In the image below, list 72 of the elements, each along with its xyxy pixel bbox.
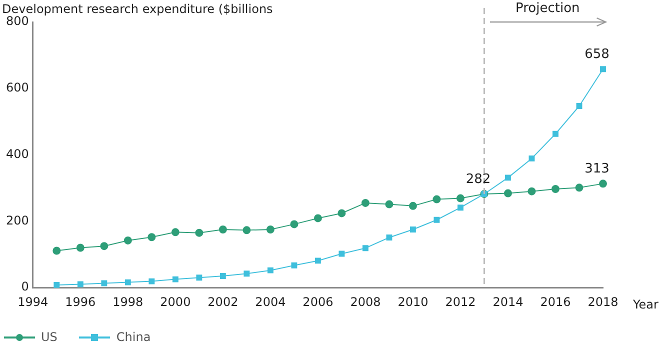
point bbox=[386, 234, 392, 240]
point bbox=[100, 242, 108, 250]
data-label: 282 bbox=[466, 172, 491, 187]
point bbox=[291, 262, 298, 268]
x-axis-title: Year bbox=[632, 298, 658, 312]
text: Projection bbox=[515, 0, 580, 16]
point bbox=[456, 194, 464, 202]
point bbox=[218, 226, 227, 234]
point bbox=[434, 216, 440, 223]
point bbox=[432, 195, 441, 204]
x-tick-label: 2016 bbox=[540, 294, 571, 309]
y-tick-label: 400 bbox=[6, 146, 29, 161]
point bbox=[52, 246, 61, 255]
x-tick-label: 2002 bbox=[208, 294, 238, 309]
point bbox=[244, 270, 250, 277]
y-tick-label: 600 bbox=[6, 80, 29, 95]
point bbox=[600, 66, 606, 72]
point bbox=[195, 228, 204, 237]
legend-label: China bbox=[116, 330, 151, 344]
point bbox=[338, 209, 346, 218]
x-tick-label: 2010 bbox=[398, 294, 428, 309]
point bbox=[599, 180, 607, 188]
point bbox=[220, 273, 226, 279]
data-label: 313 bbox=[584, 162, 610, 177]
point bbox=[290, 220, 298, 228]
point bbox=[528, 155, 535, 162]
point bbox=[410, 226, 416, 232]
point bbox=[242, 226, 251, 234]
x-tick-label: 2018 bbox=[588, 294, 618, 309]
x-tick-label: 2006 bbox=[302, 294, 334, 309]
point bbox=[528, 187, 536, 196]
point bbox=[314, 214, 322, 222]
point bbox=[575, 184, 584, 192]
point bbox=[148, 278, 155, 284]
x-tick-label: 2000 bbox=[160, 294, 191, 309]
point bbox=[408, 202, 417, 210]
point bbox=[77, 281, 84, 288]
x-tick-label: 2004 bbox=[255, 294, 286, 309]
point bbox=[124, 236, 132, 244]
point bbox=[361, 198, 370, 207]
x-tick-label: 2012 bbox=[445, 294, 476, 309]
point bbox=[551, 184, 560, 193]
point bbox=[458, 204, 464, 211]
x-tick-label: 1996 bbox=[65, 294, 96, 309]
y-tick-label: 200 bbox=[6, 213, 29, 228]
data-label: 658 bbox=[584, 47, 610, 62]
point bbox=[314, 258, 321, 264]
point bbox=[505, 174, 511, 181]
point bbox=[385, 200, 394, 208]
point bbox=[266, 226, 274, 234]
point bbox=[101, 280, 108, 286]
point bbox=[267, 267, 274, 274]
point bbox=[576, 103, 582, 109]
point bbox=[76, 244, 84, 252]
point bbox=[124, 279, 131, 286]
point bbox=[171, 228, 180, 236]
point bbox=[504, 189, 512, 198]
point bbox=[552, 130, 558, 137]
y-tick-label: 0 bbox=[21, 280, 29, 294]
x-tick-label: 1994 bbox=[18, 294, 48, 309]
point bbox=[172, 276, 178, 282]
y-axis-title: Development research expenditure ($billions bbox=[2, 2, 273, 16]
point bbox=[196, 274, 202, 281]
x-tick-label: 2014 bbox=[492, 294, 524, 309]
point bbox=[362, 245, 368, 252]
legend-label: US bbox=[41, 330, 58, 344]
x-tick-label: 2008 bbox=[350, 294, 381, 309]
x-tick-label: 1998 bbox=[112, 294, 144, 309]
point bbox=[54, 282, 60, 288]
y-tick-label: 800 bbox=[6, 14, 29, 28]
point bbox=[148, 233, 156, 242]
point bbox=[338, 250, 345, 257]
